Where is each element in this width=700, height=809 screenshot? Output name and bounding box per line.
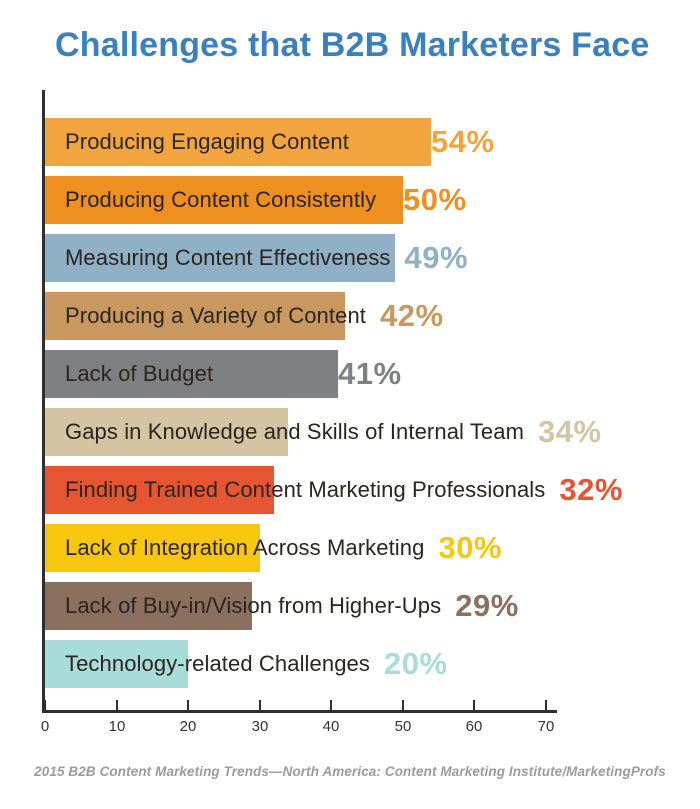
bar-content: Lack of Buy-in/Vision from Higher-Ups 29% bbox=[45, 582, 697, 630]
x-axis-tick bbox=[330, 700, 332, 710]
bar-content: Measuring Content Effectiveness 49% bbox=[45, 234, 697, 282]
bar-content: Producing a Variety of Content 42% bbox=[45, 292, 697, 340]
bar-value: 32% bbox=[559, 472, 623, 507]
bar-value: 34% bbox=[538, 414, 602, 449]
bar-content: Producing Content Consistently 50% bbox=[45, 176, 697, 224]
bar-row: Technology-related Challenges 20% bbox=[45, 640, 697, 688]
x-axis-tick-labels: 0 10 20 30 40 50 60 70 bbox=[41, 716, 557, 738]
bar-label: Lack of Budget bbox=[65, 361, 214, 386]
bar-group: Producing Engaging Content 54% Producing C… bbox=[45, 118, 697, 698]
bar bbox=[45, 466, 274, 514]
x-axis-tick bbox=[473, 700, 475, 710]
bar-label: Producing Engaging Content bbox=[65, 129, 349, 154]
bar bbox=[45, 118, 431, 166]
bar-content: Gaps in Knowledge and Skills of Internal… bbox=[45, 408, 697, 456]
bar-value: 30% bbox=[438, 530, 502, 565]
bar-value: 50% bbox=[403, 182, 467, 217]
x-axis-tick-label: 10 bbox=[108, 718, 126, 735]
bar bbox=[45, 524, 260, 572]
x-axis-tick-label: 60 bbox=[465, 718, 483, 735]
bar-row: Finding Trained Content Marketing Profes… bbox=[45, 466, 697, 514]
bar-value: 41% bbox=[338, 356, 402, 391]
bar bbox=[45, 408, 288, 456]
bar bbox=[45, 582, 252, 630]
bar-value: 20% bbox=[383, 646, 448, 681]
bar-value: 29% bbox=[455, 588, 519, 623]
bar-label: Measuring Content Effectiveness bbox=[65, 245, 391, 270]
x-axis-tick-label: 70 bbox=[537, 718, 555, 735]
bar-chart-plot-area: Producing Engaging Content 54% Producing C… bbox=[42, 90, 622, 713]
bar-label: Lack of Integration Across Marketing bbox=[65, 535, 425, 560]
x-axis-tick-label: 0 bbox=[40, 718, 50, 735]
bar-row: Producing Content Consistently 50% bbox=[45, 176, 697, 224]
x-axis-tick bbox=[44, 700, 46, 710]
bar-label: Producing a Variety of Content bbox=[65, 303, 366, 328]
x-axis-tick-label: 40 bbox=[322, 718, 340, 735]
bar bbox=[45, 292, 345, 340]
bar-row: Gaps in Knowledge and Skills of Internal… bbox=[45, 408, 697, 456]
bar-value: 54% bbox=[431, 124, 495, 159]
bar-value: 42% bbox=[380, 298, 444, 333]
bar-content: Finding Trained Content Marketing Profes… bbox=[45, 466, 697, 514]
bar-row: Measuring Content Effectiveness 49% bbox=[45, 234, 697, 282]
x-axis-tick bbox=[402, 700, 404, 710]
x-axis-tick-label: 20 bbox=[179, 718, 197, 735]
bar bbox=[45, 350, 338, 398]
x-axis-tick bbox=[259, 700, 261, 710]
bar-row: Lack of Integration Across Marketing 30% bbox=[45, 524, 697, 572]
x-axis-tick bbox=[187, 700, 189, 710]
bar-content: Producing Engaging Content 54% bbox=[45, 118, 697, 166]
x-axis-tick bbox=[545, 700, 547, 710]
x-axis-tick bbox=[116, 700, 118, 710]
x-axis-tick-label: 50 bbox=[394, 718, 412, 735]
bar-row: Lack of Buy-in/Vision from Higher-Ups 29% bbox=[45, 582, 697, 630]
bar-content: Technology-related Challenges 20% bbox=[45, 640, 697, 688]
bar-content: Lack of Integration Across Marketing 30% bbox=[45, 524, 697, 572]
bar bbox=[45, 234, 395, 282]
bar-label: Lack of Buy-in/Vision from Higher-Ups bbox=[65, 593, 442, 618]
bar-row: Producing Engaging Content 54% bbox=[45, 118, 697, 166]
bar bbox=[45, 640, 188, 688]
bar bbox=[45, 176, 403, 224]
x-axis-tick-label: 30 bbox=[251, 718, 269, 735]
bar-value: 49% bbox=[404, 240, 469, 275]
bar-row: Producing a Variety of Content 42% bbox=[45, 292, 697, 340]
bar-label: Technology-related Challenges bbox=[65, 651, 370, 676]
bar-label: Producing Content Consistently bbox=[65, 187, 377, 212]
bar-label: Gaps in Knowledge and Skills of Internal… bbox=[65, 419, 525, 444]
source-attribution: 2015 B2B Content Marketing Trends—North … bbox=[34, 764, 666, 779]
bar-content: Lack of Budget 41% bbox=[45, 350, 697, 398]
bar-row: Lack of Budget 41% bbox=[45, 350, 697, 398]
chart-title: Challenges that B2B Marketers Face bbox=[55, 26, 650, 64]
bar-label: Finding Trained Content Marketing Profes… bbox=[65, 477, 546, 502]
